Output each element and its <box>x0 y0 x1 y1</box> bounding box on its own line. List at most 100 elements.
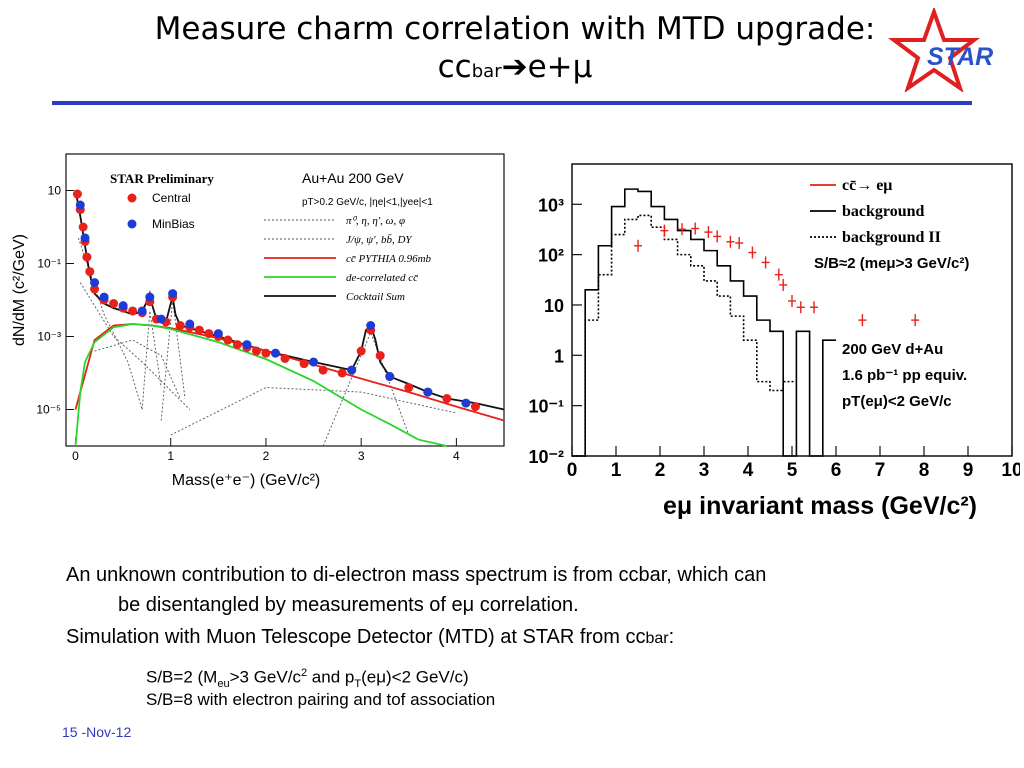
star-logo: STAR <box>888 8 993 92</box>
data-point-minbias <box>423 387 433 397</box>
legend-label: Cocktail Sum <box>346 291 405 303</box>
x-tick-label: 6 <box>831 460 842 481</box>
data-point-central <box>299 359 309 369</box>
data-point-central <box>223 335 233 345</box>
histogram-background <box>572 188 836 457</box>
y-tick-label: 10 <box>544 296 564 316</box>
x-tick-label: 2 <box>263 449 270 463</box>
footer-date: 15 -Nov-12 <box>62 724 132 740</box>
data-point-central <box>442 394 452 404</box>
legend-label-minbias: MinBias <box>152 217 195 231</box>
signal-to-background-annotation: S/B≈2 (meμ>3 GeV/c²) <box>814 255 969 272</box>
title-line-1: Measure charm correlation with MTD upgra… <box>154 11 876 47</box>
data-point-minbias <box>156 314 166 324</box>
kinematic-cut: pT>0.2 GeV/c, |ηe|<1,|yee|<1 <box>302 197 433 208</box>
legend-label: J/ψ, ψ', bb̄, DY <box>346 234 413 246</box>
x-tick-label: 8 <box>919 460 930 481</box>
title-cc: cc <box>437 49 472 85</box>
chart-background <box>520 158 1020 528</box>
b1-d: (eμ)<2 GeV/c) <box>361 667 469 687</box>
cocktail-component-curve <box>141 310 162 410</box>
cocktail-component-curve <box>322 331 410 447</box>
data-point-central <box>194 325 204 335</box>
cocktail-component-curve <box>170 387 457 436</box>
p2-text: Simulation with Muon Telescope Detector … <box>66 626 646 648</box>
b1-c: and p <box>307 667 355 687</box>
b1-a: S/B=2 (M <box>146 667 218 687</box>
x-tick-label: 0 <box>72 449 79 463</box>
run-conditions-annotation: 1.6 pb⁻¹ pp equiv. <box>842 367 967 384</box>
data-point-minbias <box>270 348 280 358</box>
data-point-minbias <box>185 319 195 329</box>
data-point-minbias <box>385 372 395 382</box>
x-tick-label: 2 <box>655 460 666 481</box>
data-point-minbias <box>99 292 109 302</box>
emu-invariant-mass-chart: 0 1 2 3 4 5 6 7 8 9 10 10³ 10² 10 1 10⁻¹ 10⁻² eμ invarian… <box>520 158 1020 528</box>
b1-sub2: T <box>354 678 362 691</box>
paragraph-1-line-2: be disentangled by measurements of eμ co… <box>118 592 579 618</box>
legend-label: cc̄ PYTHIA 0.96mb <box>346 253 432 265</box>
x-tick-label: 7 <box>875 460 886 481</box>
run-conditions-annotation: pT(eμ)<2 GeV/c <box>842 393 952 410</box>
data-point-central <box>280 353 290 363</box>
legend-marker-minbias <box>127 219 137 229</box>
data-point-central <box>82 252 92 262</box>
x-tick-label: 0 <box>567 460 578 481</box>
data-point-central <box>356 346 366 356</box>
title-line-2: ccbar➔e+μ <box>100 48 930 91</box>
data-point-central <box>318 365 328 375</box>
dielectron-mass-spectrum-chart: 0 1 2 3 4 10 10⁻¹ 10⁻³ 10⁻⁵ Mass(e⁺e⁻) (GeV/c²) dN… <box>6 150 510 494</box>
data-point-central <box>78 222 88 232</box>
data-point-central <box>375 351 385 361</box>
legend-label: cc̄→ eμ <box>842 177 892 194</box>
b1-sup: 2 <box>300 667 308 679</box>
p2-colon: : <box>668 626 675 648</box>
b1-sub: eu <box>217 678 230 691</box>
data-point-central <box>72 189 82 199</box>
y-tick-label: 10⁻¹ <box>37 257 61 271</box>
x-tick-label: 10 <box>1001 460 1020 481</box>
data-point-central <box>109 299 119 309</box>
bullet-1: S/B=2 (Meu>3 GeV/c2 and pT(eμ)<2 GeV/c) <box>146 662 469 695</box>
data-point-minbias <box>75 200 85 210</box>
data-point-minbias <box>118 301 128 311</box>
data-point-minbias <box>461 398 471 408</box>
header-collision: Au+Au 200 GeV <box>302 170 404 186</box>
legend-label-central: Central <box>152 191 191 205</box>
data-point-minbias <box>145 292 155 302</box>
b1-b: >3 GeV/c <box>229 667 301 687</box>
p1-mu: μ <box>462 594 475 616</box>
bullet-2: S/B=8 with electron pairing and tof asso… <box>146 690 496 709</box>
data-point-central <box>128 306 138 316</box>
legend-marker-central <box>127 193 137 203</box>
legend-label: π⁰, η, η', ω, φ <box>346 215 405 227</box>
data-point-minbias <box>347 365 357 375</box>
paragraph-1-line-1: An unknown contribution to di-electron m… <box>66 564 767 586</box>
run-conditions-annotation: 200 GeV d+Au <box>842 341 943 358</box>
legend-label: de-correlated cc̄ <box>346 272 418 284</box>
data-point-minbias <box>137 306 147 316</box>
x-tick-label: 4 <box>453 449 460 463</box>
cocktail-component-curve <box>77 237 143 410</box>
p2-bar: bar <box>645 630 669 647</box>
legend-label: background <box>842 203 925 220</box>
x-tick-label: 1 <box>167 449 174 463</box>
x-tick-label: 4 <box>743 460 754 481</box>
title-bar: bar <box>471 61 502 82</box>
data-point-minbias <box>366 321 376 331</box>
x-tick-label: 1 <box>611 460 622 481</box>
arrow-icon: ➔ <box>501 49 528 85</box>
y-tick-label: 10⁻⁵ <box>36 403 61 417</box>
data-point-central <box>90 284 100 294</box>
data-point-central <box>85 267 95 277</box>
x-tick-label: 3 <box>699 460 710 481</box>
data-point-minbias <box>90 278 100 288</box>
data-point-central <box>175 321 185 331</box>
y-tick-label: 10⁻² <box>528 447 564 467</box>
star-logo-icon <box>888 8 980 92</box>
x-axis-label: eμ invariant mass (GeV/c²) <box>663 492 977 520</box>
data-point-minbias <box>213 329 223 339</box>
histogram-background-ii <box>572 214 797 457</box>
y-axis-label: dN/dM (c²/GeV) <box>11 234 28 346</box>
y-tick-label: 10³ <box>538 195 564 215</box>
